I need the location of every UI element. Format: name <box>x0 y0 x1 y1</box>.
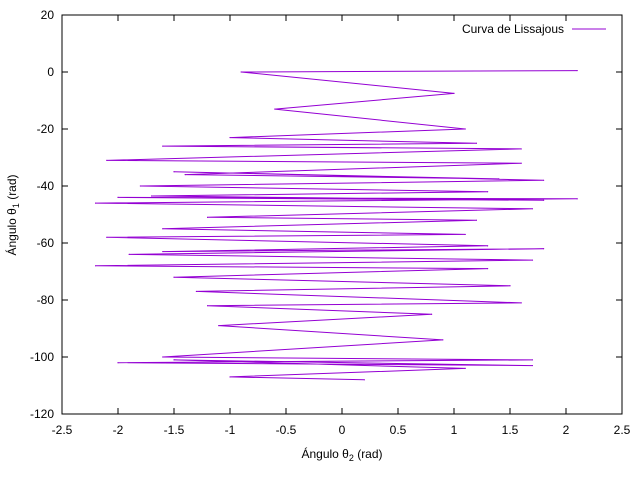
data-point <box>207 305 209 307</box>
data-point <box>128 253 130 255</box>
data-point <box>509 285 511 287</box>
y-tick-label: -60 <box>37 236 55 250</box>
data-point <box>117 196 119 198</box>
data-point <box>487 268 489 270</box>
data-point <box>498 178 500 180</box>
data-point <box>95 265 97 267</box>
data-point <box>464 233 466 236</box>
data-point <box>464 128 466 130</box>
y-tick-label: -40 <box>37 179 55 193</box>
y-tick-label: -80 <box>37 293 55 307</box>
data-point <box>487 191 489 193</box>
data-point <box>531 364 534 367</box>
data-point <box>442 339 444 341</box>
y-tick-label: 20 <box>41 8 55 22</box>
x-tick-label: -1.5 <box>164 423 185 437</box>
x-tick-label: 1.5 <box>502 423 519 437</box>
data-point <box>173 359 175 361</box>
data-point <box>151 195 153 197</box>
data-point <box>453 92 455 94</box>
data-point <box>195 290 197 293</box>
y-axis-label: Ángulo θ1 (rad) <box>4 174 21 255</box>
data-point <box>576 69 578 72</box>
data-point <box>487 245 489 247</box>
x-tick-label: 1 <box>451 423 458 437</box>
data-point <box>139 185 141 187</box>
plot-area-frame <box>61 14 623 415</box>
x-tick-label: 2.5 <box>614 423 631 437</box>
data-point <box>531 208 534 210</box>
series-line-0 <box>95 70 578 381</box>
data-point <box>162 250 164 253</box>
data-point <box>117 362 119 364</box>
data-point <box>240 71 242 73</box>
data-point <box>229 136 231 139</box>
data-point <box>520 162 522 164</box>
curve-layer <box>95 69 578 381</box>
y-tick-label: -100 <box>30 350 54 364</box>
x-tick-label: 0 <box>339 423 346 437</box>
x-tick-label: -2 <box>113 423 124 437</box>
data-point <box>274 108 276 110</box>
data-point <box>184 174 186 176</box>
data-point <box>475 142 477 144</box>
x-tick-label: -0.5 <box>276 423 297 437</box>
data-point <box>464 367 466 369</box>
data-point <box>520 302 522 304</box>
data-point <box>173 276 175 278</box>
data-point <box>106 159 108 161</box>
axis-tick-labels: -2.5 -2 -1.5 -1 -0.5 0 0.5 1 1.5 2 2.5 20 0 -20 -40 -60… <box>30 8 631 437</box>
data-point <box>162 228 164 230</box>
x-axis-label: Ángulo θ2 (rad) <box>301 446 382 463</box>
data-point <box>173 171 175 173</box>
data-point <box>475 219 477 221</box>
data-point <box>162 356 164 358</box>
y-tick-label: -20 <box>37 122 55 136</box>
data-point <box>576 198 578 200</box>
data-point <box>531 259 534 261</box>
y-tick-label: -120 <box>30 407 54 421</box>
data-point <box>229 376 231 378</box>
x-tick-label: -2.5 <box>52 423 73 437</box>
data-point <box>543 199 545 201</box>
data-point <box>531 359 534 361</box>
axis-ticks <box>61 14 623 415</box>
data-point <box>543 179 545 181</box>
y-tick-label: 0 <box>47 65 54 79</box>
data-point <box>543 248 545 250</box>
data-point <box>162 145 164 147</box>
data-point <box>431 313 433 315</box>
legend: Curva de Lissajous <box>462 22 606 36</box>
data-point <box>218 325 220 327</box>
data-point <box>106 236 108 238</box>
legend-entry-label: Curva de Lissajous <box>462 22 564 36</box>
data-point <box>520 148 522 150</box>
x-tick-label: 2 <box>563 423 570 437</box>
data-point <box>95 202 97 204</box>
data-point <box>363 379 365 381</box>
data-point <box>207 216 209 218</box>
x-tick-label: -1 <box>225 423 236 437</box>
x-tick-label: 0.5 <box>390 423 407 437</box>
